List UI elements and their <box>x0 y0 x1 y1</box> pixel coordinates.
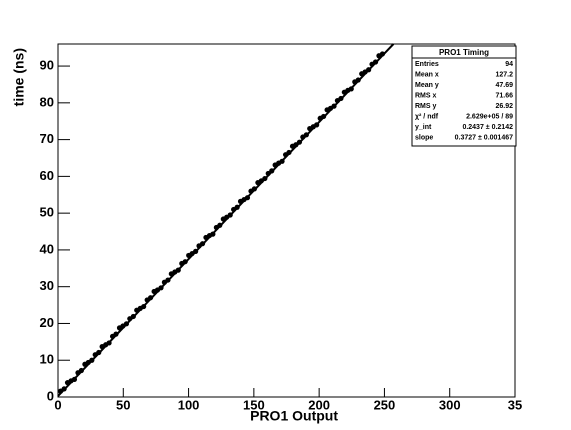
x-tick-label: 250 <box>374 397 396 412</box>
stats-value: 47.69 <box>495 82 513 89</box>
stats-label: χ² / ndf <box>415 113 439 120</box>
stats-value: 0.3727 ± 0.001467 <box>455 134 513 141</box>
x-tick-label: 50 <box>116 397 130 412</box>
stats-value: 71.66 <box>495 92 513 99</box>
stats-label: y_int <box>415 124 432 131</box>
y-tick-label: 10 <box>40 352 54 367</box>
y-tick-label: 40 <box>40 241 54 256</box>
stats-value: 0.2437 ± 0.2142 <box>462 124 513 131</box>
x-tick-label: 0 <box>54 397 61 412</box>
stats-label: Entries <box>415 61 439 68</box>
y-tick-label: 80 <box>40 94 54 109</box>
x-tick-label: 100 <box>178 397 200 412</box>
x-axis-label: PRO1 Output <box>250 408 338 424</box>
stats-label: Mean y <box>415 82 439 89</box>
x-tick-label: 150 <box>243 397 265 412</box>
y-tick-label: 90 <box>40 58 54 73</box>
stats-value: 94 <box>505 61 513 68</box>
stats-box <box>411 45 517 147</box>
stats-value: 26.92 <box>495 103 513 110</box>
stats-value: 2.629e+05 / 89 <box>466 113 513 120</box>
stats-label: slope <box>415 134 433 141</box>
stats-value: 127.2 <box>495 71 513 78</box>
stats-label: Mean x <box>415 71 439 78</box>
x-tick-label: 300 <box>439 397 461 412</box>
y-tick-label: 50 <box>40 205 54 220</box>
stats-label: RMS y <box>415 103 437 110</box>
stats-label: RMS x <box>415 92 437 99</box>
x-tick-label: 200 <box>308 397 330 412</box>
y-axis-label: time (ns) <box>11 48 27 106</box>
y-tick-label: 70 <box>40 131 54 146</box>
y-tick-label: 20 <box>40 315 54 330</box>
y-tick-label: 60 <box>40 168 54 183</box>
stats-title: PRO1 Timing <box>439 48 489 57</box>
fit-line <box>57 43 395 397</box>
x-tick-label: 35 <box>508 397 522 412</box>
y-tick-label: 30 <box>40 278 54 293</box>
y-tick-label: 0 <box>47 388 54 403</box>
